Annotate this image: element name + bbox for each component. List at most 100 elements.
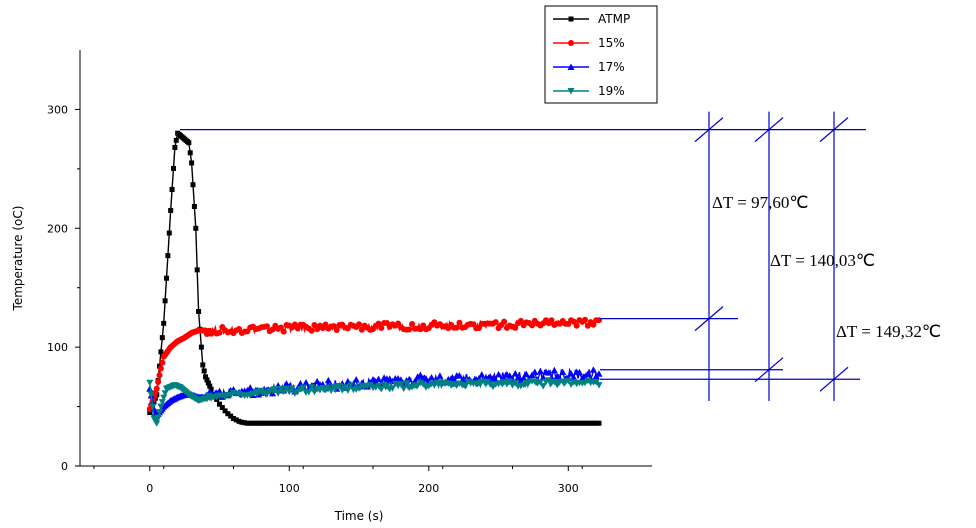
data-point: [345, 420, 351, 426]
data-point: [263, 391, 271, 398]
data-point: [521, 420, 527, 426]
data-point: [453, 324, 460, 331]
data-point: [350, 420, 356, 426]
data-point: [451, 420, 457, 426]
data-point: [563, 420, 569, 426]
data-point: [400, 385, 408, 393]
data-point: [161, 390, 169, 397]
ticks: 0 100 200 300 0 100 200 300: [47, 103, 583, 495]
x-tick-label: 0: [146, 482, 153, 495]
data-point: [323, 420, 329, 426]
x-tick-label: 300: [558, 482, 579, 495]
data-point: [303, 420, 309, 426]
data-point: [263, 323, 270, 330]
data-point: [515, 420, 521, 426]
data-point: [415, 420, 421, 426]
data-point: [493, 420, 499, 426]
data-point: [548, 317, 555, 324]
data-point: [159, 359, 166, 366]
data-point: [478, 371, 486, 378]
data-point: [311, 321, 318, 328]
series-19pct: [146, 377, 603, 427]
data-point: [549, 420, 555, 426]
data-point: [356, 321, 363, 328]
data-point: [362, 420, 368, 426]
data-point: [531, 368, 539, 376]
data-point: [498, 420, 504, 426]
data-point: [444, 380, 452, 388]
data-point: [518, 420, 524, 426]
data-point: [554, 420, 560, 426]
data-point: [166, 230, 172, 236]
data-point: [434, 420, 440, 426]
data-point: [373, 420, 379, 426]
y-axis-title: Temperature (oC): [11, 206, 25, 312]
data-point: [203, 374, 209, 380]
data-point: [455, 372, 463, 379]
delta-t-label: ΔT = 97,60℃: [712, 193, 808, 212]
data-point: [359, 420, 365, 426]
data-point: [403, 420, 409, 426]
data-point: [570, 374, 578, 381]
data-point: [250, 420, 256, 426]
data-point: [553, 381, 561, 389]
data-point: [274, 390, 282, 397]
break-slash: [694, 117, 724, 143]
data-point: [336, 420, 342, 426]
data-point: [256, 420, 262, 426]
data-point: [443, 420, 449, 426]
data-point: [501, 420, 507, 426]
data-point: [590, 420, 596, 426]
data-point: [490, 420, 496, 426]
data-point: [325, 420, 331, 426]
x-tick-label: 200: [418, 482, 439, 495]
delta-t-label: ΔT = 140,03℃: [770, 251, 875, 270]
data-point: [205, 380, 211, 386]
data-point: [324, 376, 332, 384]
data-point: [535, 420, 541, 426]
data-point: [456, 420, 462, 426]
data-point: [582, 420, 588, 426]
data-point: [320, 420, 326, 426]
data-point: [506, 372, 514, 379]
data-point: [348, 420, 354, 426]
data-point: [280, 388, 288, 396]
data-point: [412, 420, 418, 426]
data-point: [169, 186, 175, 192]
data-point: [242, 420, 248, 426]
data-point: [280, 328, 287, 335]
data-point: [401, 420, 407, 426]
data-point: [409, 420, 415, 426]
legend-label: ATMP: [598, 12, 630, 26]
data-point: [531, 378, 539, 386]
data-point: [507, 420, 513, 426]
data-point: [299, 384, 307, 392]
series-17pct: [146, 366, 603, 420]
data-point: [459, 420, 465, 426]
data-point: [448, 420, 454, 426]
data-point: [158, 349, 164, 355]
data-point: [465, 420, 471, 426]
data-point: [537, 420, 543, 426]
data-point: [416, 371, 424, 379]
axes: [79, 50, 652, 467]
data-point: [157, 403, 165, 411]
data-point: [189, 160, 195, 166]
data-point: [473, 420, 479, 426]
data-point: [236, 418, 242, 424]
data-point: [156, 409, 164, 416]
data-point: [244, 420, 250, 426]
data-point: [285, 388, 293, 396]
legend-label: 17%: [598, 60, 625, 74]
data-point: [331, 420, 337, 426]
data-point: [573, 322, 580, 329]
data-point: [159, 335, 165, 341]
data-point: [423, 420, 429, 426]
data-point: [546, 420, 552, 426]
data-point: [375, 375, 383, 383]
data-point: [352, 376, 360, 383]
data-point: [194, 267, 200, 273]
data-point: [313, 377, 321, 385]
data-point: [520, 374, 528, 381]
data-point: [420, 420, 426, 426]
